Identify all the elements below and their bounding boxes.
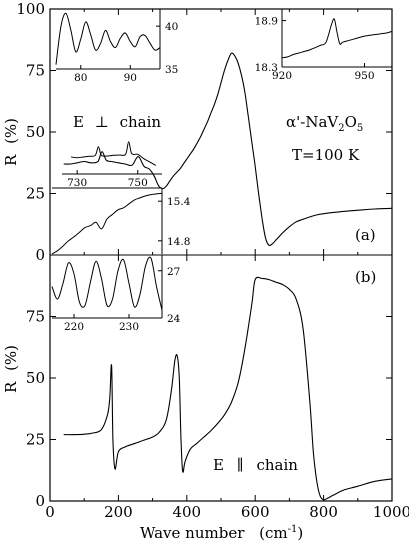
inset-x-tick-label: 230	[119, 321, 139, 333]
inset-x-tick-label: 920	[272, 70, 292, 82]
panel-b-polarization: E ∥ chain	[213, 456, 298, 474]
inset-x-tick-label: 750	[128, 177, 148, 189]
y-tick-label-b: 75	[26, 308, 45, 326]
x-tick-label: 400	[172, 503, 201, 521]
x-tick-label: 0	[45, 503, 55, 521]
y-tick-label-a: 25	[26, 185, 45, 203]
y-axis-title-a-symbol: R	[2, 154, 20, 166]
compound-sub1: 2	[338, 123, 344, 134]
panel-b-polarization-chain: chain	[256, 456, 298, 474]
y-axis-title-a: R (%)	[2, 118, 20, 166]
inset-x-tick-label: 730	[67, 177, 87, 189]
y-tick-label-b: 25	[26, 431, 45, 449]
panel-a-label: (a)	[355, 226, 376, 244]
y-axis-title-a-unit: (%)	[2, 118, 20, 144]
inset-y-tick-label: 18.3	[255, 62, 278, 74]
series-line-b	[63, 276, 393, 501]
inset-series-inset-b1	[51, 256, 163, 311]
x-tick-label: 600	[241, 503, 270, 521]
y-axis-title-b: R (%)	[2, 345, 20, 393]
inset-y-tick-label: 35	[165, 64, 178, 76]
x-tick-label: 800	[309, 503, 338, 521]
panel-a-temperature: T=100 K	[292, 146, 360, 164]
panel-b-polarization-symbol: ∥	[237, 456, 244, 474]
compound-sub2: 5	[357, 123, 363, 134]
y-tick-label-a: 100	[16, 0, 45, 18]
inset-x-tick-label: 950	[354, 70, 374, 82]
y-axis-title-b-unit: (%)	[2, 345, 20, 371]
panel-b-label: (b)	[355, 268, 376, 286]
series-line-a	[63, 52, 393, 247]
panel-b-polarization-e: E	[213, 456, 224, 474]
panel-a-polarization-e: E	[73, 113, 84, 131]
panel-a-polarization-symbol: ⊥	[95, 113, 109, 131]
panel-a-polarization: E ⊥ chain	[73, 113, 161, 131]
panel-a-compound: α'-NaV2O5	[286, 113, 363, 134]
x-tick-label: 1000	[373, 503, 409, 521]
inset-y-tick-label: 14.8	[167, 236, 190, 248]
inset-series-inset-a2	[281, 18, 393, 59]
y-tick-label-a: 50	[26, 123, 45, 141]
y-tick-label-b: 50	[26, 369, 45, 387]
panel-a-polarization-chain: chain	[120, 113, 162, 131]
y-tick-label-a-zero: 0	[35, 246, 45, 264]
x-tick-label: 200	[104, 503, 133, 521]
compound-prefix: α'-NaV	[286, 113, 339, 131]
y-tick-label-b-zero: 0	[35, 492, 45, 510]
inset-y-tick-label: 18.9	[255, 16, 278, 28]
x-axis-title-close: )	[297, 524, 303, 542]
y-axis-title-b-symbol: R	[2, 381, 20, 393]
x-axis-title-main: Wave number	[140, 524, 245, 542]
inset-x-tick-label: 80	[74, 72, 87, 84]
inset-y-tick-label: 15.4	[167, 196, 191, 208]
inset-x-tick-label: 90	[124, 72, 137, 84]
inset-y-tick-label: 24	[167, 313, 181, 325]
inset-y-tick-label: 27	[167, 266, 180, 278]
x-axis-title-sup: -1	[288, 524, 298, 535]
inset-series-inset-a1	[55, 12, 161, 65]
y-tick-label-a: 75	[26, 62, 45, 80]
inset-series-inset-a4	[51, 192, 163, 255]
x-axis-title-unit: (cm	[259, 524, 287, 542]
inset-series-inset-a3	[71, 141, 157, 166]
x-axis-title: Wave number (cm-1)	[140, 524, 303, 542]
inset-y-tick-label: 40	[165, 21, 178, 33]
compound-mid: O	[345, 113, 357, 131]
inset-x-tick-label: 220	[64, 321, 84, 333]
